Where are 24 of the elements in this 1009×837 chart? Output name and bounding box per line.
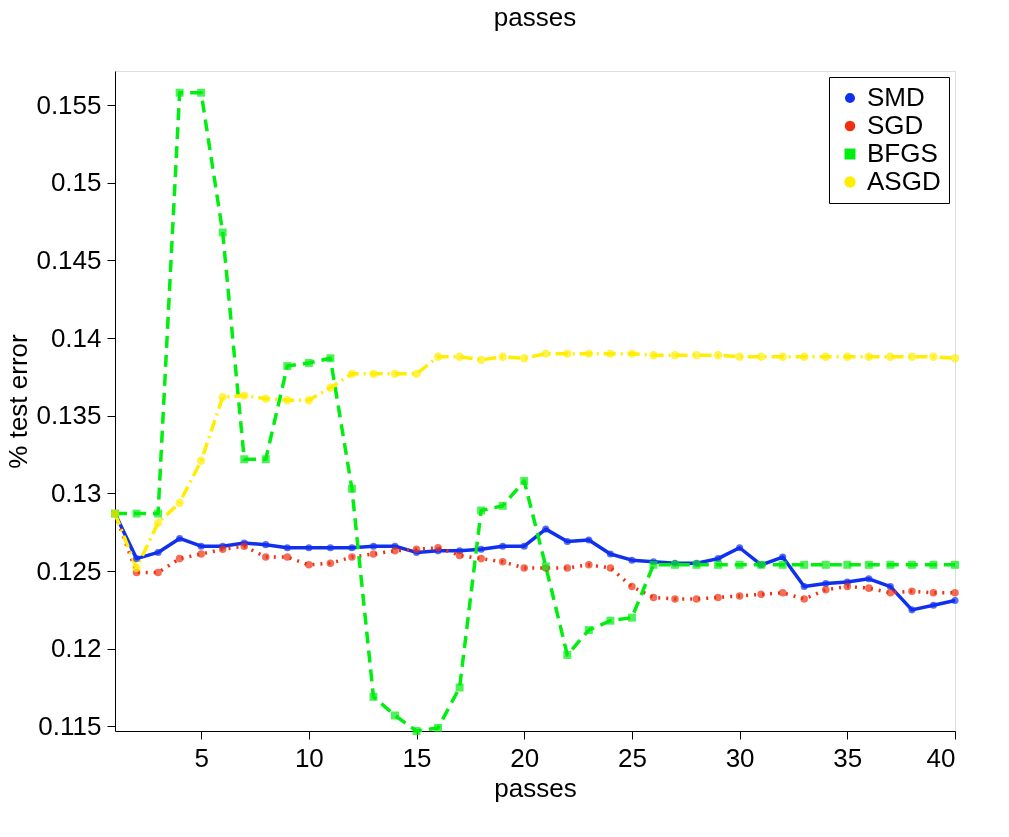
legend-label: ASGD — [867, 166, 941, 196]
y-tick-label: 0.15 — [50, 167, 102, 198]
x-axis-title: passes — [494, 772, 577, 803]
y-tick-label: 0.13 — [50, 477, 102, 508]
y-tick-label: 0.115 — [38, 710, 102, 741]
x-tick-label: 35 — [833, 742, 863, 773]
y-tick-label: 0.125 — [36, 555, 102, 586]
x-tick-label: 25 — [617, 742, 647, 773]
y-tick-label: 0.14 — [50, 322, 102, 353]
x-tick-label: 40 — [926, 742, 956, 773]
y-tick-label: 0.12 — [50, 633, 102, 664]
y-tick-label: 0.145 — [36, 244, 102, 275]
legend-label: BFGS — [867, 138, 938, 168]
x-tick-label: 30 — [725, 742, 755, 773]
legend-label: SGD — [867, 110, 924, 140]
y-axis-title: % test error — [3, 333, 34, 469]
chart-title: passes — [493, 2, 577, 32]
x-tick-label: 5 — [194, 742, 209, 773]
x-tick-label: 10 — [294, 742, 324, 773]
x-tick-label: 20 — [510, 742, 540, 773]
y-tick-label: 0.155 — [36, 89, 102, 120]
x-tick-label: 15 — [402, 742, 432, 773]
legend-label: SMD — [867, 82, 925, 112]
y-tick-label: 0.135 — [36, 400, 102, 431]
